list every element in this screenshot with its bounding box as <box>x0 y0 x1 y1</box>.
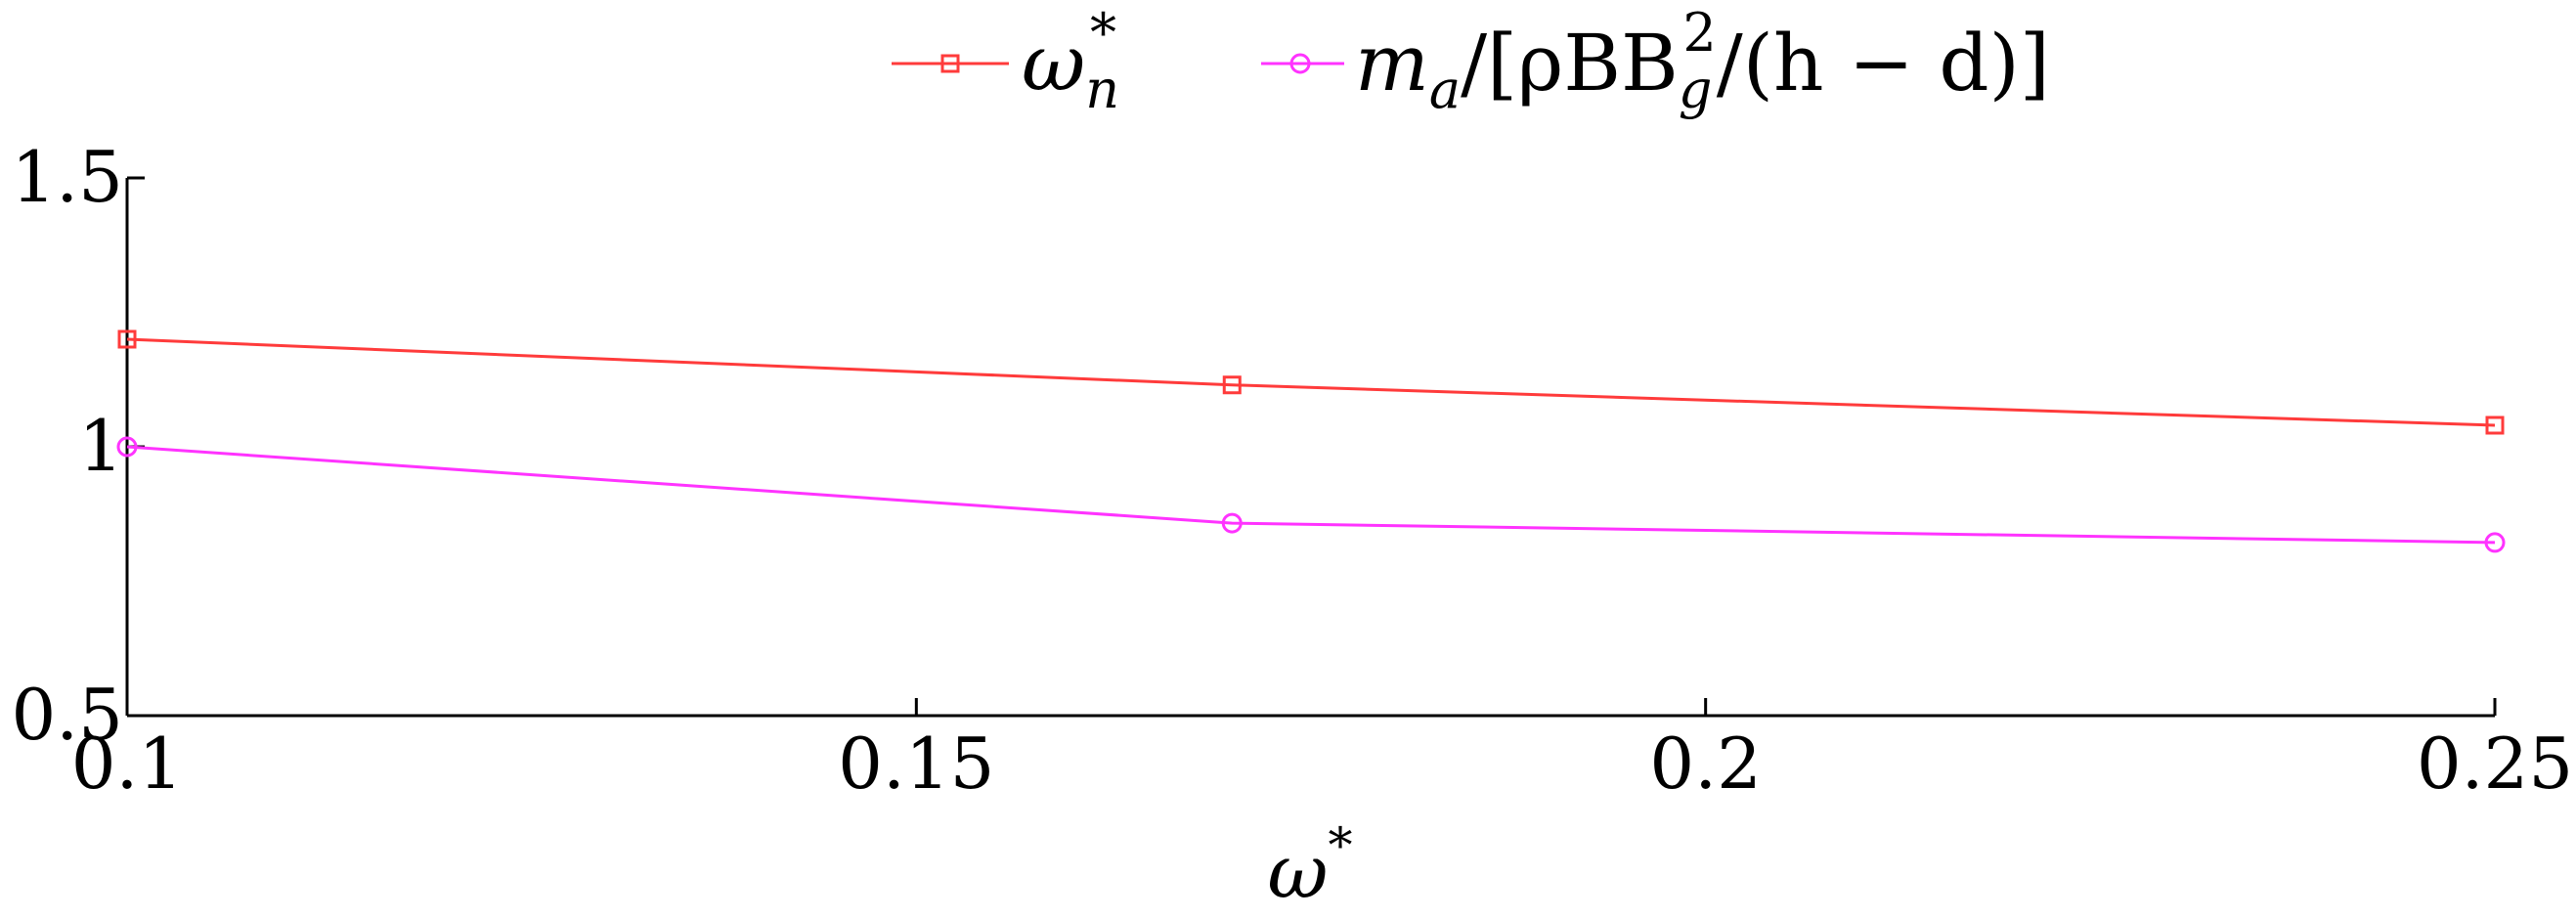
series-line-1 <box>126 337 2496 427</box>
legend: ωn* ma/[ρBBg2/(h − d)] <box>892 2 2050 120</box>
legend-entry-series-2: ma/[ρBBg2/(h − d)] <box>1261 2 2050 120</box>
y-ticks: 0.5 1 1.5 <box>11 136 145 756</box>
x-tick-label-0: 0.1 <box>71 722 184 805</box>
x-tick-label-1: 0.15 <box>838 722 994 805</box>
y-tick-label-0: 0.5 <box>11 674 123 756</box>
series-line-2 <box>126 445 2496 545</box>
series-2-point-2 <box>2484 532 2506 553</box>
legend-label-series-1: ωn* <box>1022 2 1119 120</box>
legend-entry-series-1: ωn* <box>892 2 1119 120</box>
legend-marker-series-2 <box>1289 53 1311 74</box>
x-tick-label-2: 0.2 <box>1649 722 1762 805</box>
series-1-point-1 <box>1222 375 1242 395</box>
series-1-point-2 <box>2485 416 2505 435</box>
axes: 0.5 1 1.5 0.1 0.15 0.2 0.25 <box>11 136 2573 805</box>
series-1-point-0 <box>117 329 137 349</box>
x-tick-label-3: 0.25 <box>2417 722 2573 805</box>
series-2-point-0 <box>116 436 138 458</box>
series-2-point-1 <box>1221 512 1243 534</box>
y-tick-label-2: 1.5 <box>11 136 123 218</box>
x-axis-label: ω* <box>1268 817 1353 915</box>
legend-label-series-2: ma/[ρBBg2/(h − d)] <box>1355 2 2050 120</box>
series-layer <box>116 329 2506 553</box>
x-ticks: 0.1 0.15 0.2 0.25 <box>71 698 2573 805</box>
y-tick-label-1: 1 <box>78 405 123 487</box>
legend-marker-series-1 <box>940 54 960 73</box>
